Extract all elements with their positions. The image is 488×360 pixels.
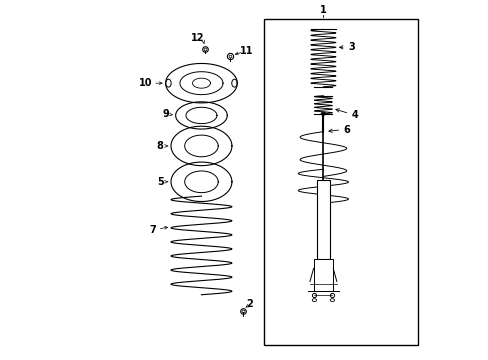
Text: 2: 2 [246, 299, 253, 309]
Text: 9: 9 [162, 109, 169, 119]
Text: 11: 11 [239, 46, 252, 56]
Text: 5: 5 [157, 177, 163, 187]
Text: 6: 6 [343, 125, 349, 135]
Bar [313, 259, 333, 291]
Text: 8: 8 [157, 141, 163, 151]
Text: 7: 7 [149, 225, 156, 235]
Text: 4: 4 [335, 109, 358, 121]
Text: 12: 12 [191, 33, 204, 43]
Text: 1: 1 [319, 5, 326, 15]
Text: 3: 3 [339, 42, 354, 52]
Bar [316, 180, 329, 259]
Text: 10: 10 [139, 78, 152, 88]
Bar [264, 19, 418, 345]
